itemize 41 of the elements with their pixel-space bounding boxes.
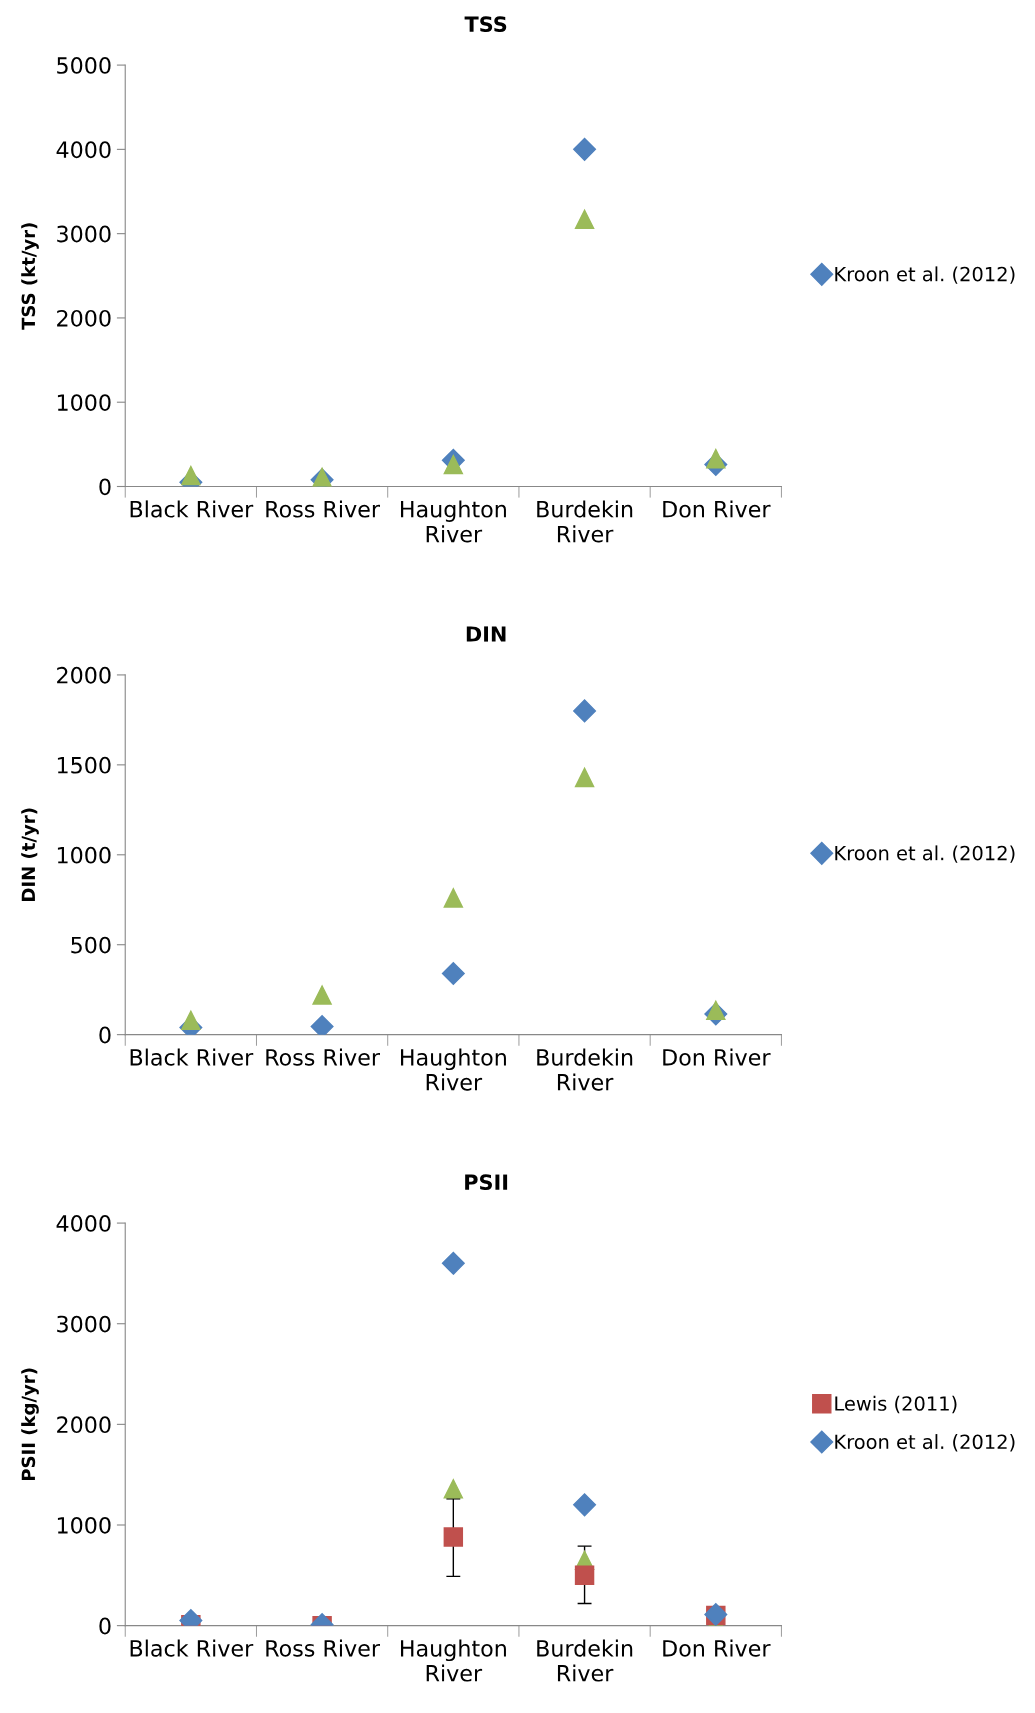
y-tick-label: 1000 bbox=[57, 1516, 111, 1534]
x-tick-label: Ross River bbox=[266, 500, 381, 518]
y-axis-title: PSII (kg/yr) bbox=[21, 1368, 39, 1481]
y-tick-label: 0 bbox=[99, 1026, 111, 1044]
x-tick-label: Black River bbox=[130, 1639, 254, 1657]
x-tick-label: Haughton River bbox=[401, 500, 506, 543]
x-tick-label: Ross River bbox=[266, 1639, 381, 1657]
x-tick-label: Ross River bbox=[266, 1048, 381, 1066]
x-tick-label: Black River bbox=[130, 1048, 254, 1066]
x-tick-label: Burdekin River bbox=[537, 500, 633, 543]
x-tick-label: Burdekin River bbox=[537, 1639, 633, 1682]
y-tick-label: 4000 bbox=[56, 141, 111, 159]
legend-label: Kroon et al. (2012) bbox=[835, 266, 1015, 284]
x-tick-label: Burdekin River bbox=[537, 1048, 633, 1091]
y-tick-label: 2000 bbox=[57, 1416, 111, 1434]
y-tick-label: 0 bbox=[99, 1617, 111, 1635]
x-tick-label: Haughton River bbox=[401, 1048, 506, 1091]
y-tick-label: 4000 bbox=[56, 1215, 111, 1232]
chart-title: DIN bbox=[466, 626, 506, 642]
x-tick-label: Don River bbox=[663, 1639, 771, 1657]
legend-label: Lewis (2011) bbox=[835, 1395, 957, 1414]
y-axis-title: DIN (t/yr) bbox=[21, 808, 39, 901]
legend-label: Kroon et al. (2012) bbox=[835, 845, 1015, 863]
y-tick-label: 500 bbox=[71, 936, 111, 954]
y-tick-label: 2000 bbox=[57, 666, 111, 684]
y-tick-label: 1000 bbox=[57, 394, 111, 411]
y-tick-label: 0 bbox=[99, 478, 111, 496]
chart-title: TSS bbox=[464, 16, 507, 33]
x-tick-label: Haughton River bbox=[401, 1639, 506, 1682]
legend-label: Kroon et al. (2012) bbox=[835, 1434, 1015, 1452]
chart-title: PSII bbox=[465, 1174, 508, 1191]
x-tick-label: Black River bbox=[130, 500, 254, 518]
y-tick-label: 1500 bbox=[57, 756, 111, 774]
y-tick-label: 1000 bbox=[57, 846, 111, 864]
y-tick-label: 5000 bbox=[57, 57, 111, 74]
y-tick-label: 2000 bbox=[57, 309, 111, 327]
x-tick-label: Don River bbox=[663, 500, 771, 518]
y-tick-label: 3000 bbox=[57, 225, 111, 243]
y-axis-title: TSS (kt/yr) bbox=[21, 223, 39, 330]
x-tick-label: Don River bbox=[663, 1048, 771, 1066]
y-tick-label: 3000 bbox=[57, 1315, 111, 1333]
